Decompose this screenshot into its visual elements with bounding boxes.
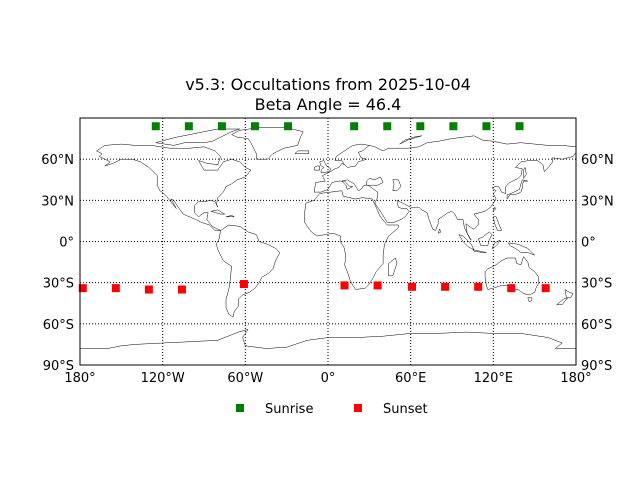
sunset-marker (507, 284, 516, 293)
sunset-marker (340, 281, 349, 290)
x-tick-label: 180° (560, 371, 591, 386)
sunset-marker (78, 284, 87, 293)
sunset-marker (474, 282, 483, 291)
sunrise-marker (383, 122, 392, 131)
sunset-marker (177, 285, 186, 294)
coastline (491, 239, 501, 249)
sunrise-marker (184, 122, 193, 131)
legend: Sunrise Sunset (236, 402, 428, 417)
x-tick-label: 60°E (395, 371, 426, 386)
coastline (527, 297, 533, 303)
coastline (313, 143, 370, 193)
coastline (493, 216, 502, 231)
sunrise-marker (151, 122, 160, 131)
coastline (477, 231, 493, 246)
coastline (80, 328, 576, 349)
axis-tick-labels: 180° 120°W 60°W 0° 60°E 120°E 180° 60°N 60°N 30°N… (41, 153, 614, 386)
coastline (366, 176, 384, 186)
chart-subtitle: Beta Angle = 46.4 (255, 95, 402, 114)
coastline (556, 297, 569, 305)
coastline (508, 242, 535, 256)
coastline (458, 234, 475, 251)
coastline (304, 190, 399, 290)
legend-swatch (354, 404, 362, 412)
occultation-markers (78, 122, 550, 294)
y-tick-label-left: 60°S (43, 318, 74, 333)
y-tick-label-right: 0° (581, 236, 596, 251)
y-tick-label-right: 30°S (581, 277, 612, 292)
sunset-marker (441, 282, 450, 291)
coastline (319, 160, 332, 174)
y-tick-label-right: 60°N (581, 153, 614, 168)
y-tick-label-right: 30°N (581, 194, 614, 209)
coastline (314, 179, 368, 193)
coastlines (80, 127, 577, 349)
x-tick-label: 60°W (227, 371, 263, 386)
sunset-marker (408, 282, 417, 291)
coastline (484, 256, 540, 296)
y-tick-label-left: 0° (59, 236, 74, 251)
coastline (437, 228, 442, 234)
sunrise-marker (515, 122, 524, 131)
sunrise-marker (416, 122, 425, 131)
graticule-grid (80, 118, 576, 365)
y-tick-label-right: 90°S (581, 359, 612, 374)
y-tick-label-left: 60°N (41, 153, 74, 168)
x-tick-label: 180° (64, 371, 95, 386)
map-frame (79, 117, 577, 366)
coastline (216, 224, 281, 318)
coastline (472, 249, 487, 253)
coastline (493, 206, 497, 212)
sunrise-marker (284, 122, 293, 131)
legend-swatch (236, 404, 244, 412)
legend-label: Sunrise (265, 402, 313, 417)
sunrise-marker (217, 122, 226, 131)
sunrise-marker (250, 122, 259, 131)
sunset-marker (541, 284, 550, 293)
coastline (96, 143, 252, 231)
coastline (367, 135, 577, 241)
coastline (506, 179, 528, 200)
x-tick-label: 120°W (141, 371, 185, 386)
coastline (399, 135, 422, 145)
sunrise-marker (449, 122, 458, 131)
sunset-marker (111, 284, 120, 293)
y-tick-label-left: 30°S (43, 277, 74, 292)
y-tick-label-left: 30°N (41, 194, 74, 209)
coastline (523, 166, 527, 179)
coastline (313, 165, 320, 171)
sunset-marker (144, 285, 153, 294)
coastline (392, 179, 402, 191)
y-tick-label-right: 60°S (581, 318, 612, 333)
coastline (294, 150, 309, 154)
coastline (155, 128, 240, 146)
coastline (388, 257, 398, 277)
x-tick-label: 120°E (474, 371, 514, 386)
coastline (231, 127, 304, 160)
y-tick-label-left: 90°S (43, 359, 74, 374)
sunrise-marker (350, 122, 359, 131)
x-tick-label: 0° (321, 371, 336, 386)
coastline (210, 209, 226, 215)
legend-label: Sunset (383, 402, 428, 417)
coastline (564, 289, 574, 299)
sunset-marker (373, 281, 382, 290)
sunset-marker (239, 280, 248, 289)
chart-title: v5.3: Occultations from 2025-10-04 (185, 75, 471, 94)
sunrise-marker (482, 122, 491, 131)
coastline (225, 215, 235, 218)
